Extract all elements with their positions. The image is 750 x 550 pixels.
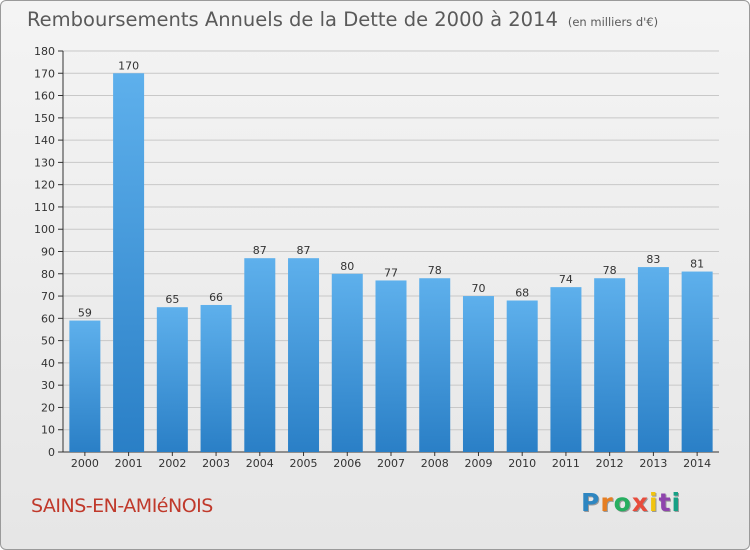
x-tick-label-2003: 2003 [202, 457, 230, 470]
y-tick-label-60: 60 [41, 312, 55, 325]
data-label-2011: 74 [559, 273, 573, 286]
x-tick-label-2011: 2011 [552, 457, 580, 470]
x-tick-label-2005: 2005 [290, 457, 318, 470]
data-label-2002: 65 [165, 293, 179, 306]
y-tick-label-140: 140 [34, 134, 55, 147]
x-tick-label-2010: 2010 [508, 457, 536, 470]
x-tick-label-2007: 2007 [377, 457, 405, 470]
proxiti-logo: Proxiti [581, 488, 681, 517]
y-tick-label-90: 90 [41, 246, 55, 259]
bar-2009 [462, 296, 494, 452]
bar-2008 [419, 278, 451, 452]
logo-letter: x [631, 488, 649, 517]
y-tick-label-10: 10 [41, 424, 55, 437]
y-tick-label-40: 40 [41, 357, 55, 370]
logo-letter: i [649, 488, 659, 517]
y-tick-label-120: 120 [34, 179, 55, 192]
y-tick-label-30: 30 [41, 379, 55, 392]
x-tick-label-2014: 2014 [683, 457, 711, 470]
data-label-2006: 80 [340, 260, 354, 273]
bar-2005 [288, 258, 320, 452]
y-tick-label-160: 160 [34, 90, 55, 103]
place-name: SAINS-EN-AMIéNOIS [31, 495, 213, 517]
data-label-2001: 170 [118, 59, 139, 72]
y-tick-label-70: 70 [41, 290, 55, 303]
data-label-2004: 87 [253, 244, 267, 257]
bar-2001 [113, 73, 145, 453]
bar-2000 [69, 320, 101, 452]
logo-letter: r [600, 488, 614, 517]
y-tick-label-50: 50 [41, 335, 55, 348]
logo-letter: t [658, 488, 672, 517]
chart-title: Remboursements Annuels de la Dette de 20… [27, 8, 658, 31]
y-tick-label-130: 130 [34, 156, 55, 169]
x-tick-label-2000: 2000 [71, 457, 99, 470]
x-tick-label-2004: 2004 [246, 457, 274, 470]
data-label-2013: 83 [646, 253, 660, 266]
y-tick-label-180: 180 [34, 45, 55, 58]
data-label-2012: 78 [603, 264, 617, 277]
y-tick-label-0: 0 [48, 446, 55, 459]
bar-2014 [681, 271, 713, 452]
x-tick-label-2002: 2002 [158, 457, 186, 470]
y-tick-label-110: 110 [34, 201, 55, 214]
logo-letter: P [581, 488, 601, 517]
logo-letter: o [613, 488, 632, 517]
x-tick-label-2001: 2001 [115, 457, 143, 470]
data-label-2010: 68 [515, 287, 529, 300]
bar-2013 [637, 267, 669, 452]
x-tick-label-2009: 2009 [464, 457, 492, 470]
data-label-2008: 78 [428, 264, 442, 277]
y-tick-label-170: 170 [34, 67, 55, 80]
chart-title-text: Remboursements Annuels de la Dette de 20… [27, 8, 558, 31]
data-label-2003: 66 [209, 291, 223, 304]
x-tick-label-2008: 2008 [421, 457, 449, 470]
data-label-2007: 77 [384, 266, 398, 279]
data-label-2005: 87 [297, 244, 311, 257]
bar-2004 [244, 258, 276, 452]
logo-letter: i [671, 488, 682, 517]
bar-2011 [550, 287, 582, 452]
y-axis-ticks: 0 10 20 30 40 50 60 70 80 90 100 110 120 130 140 150 160… [34, 45, 63, 459]
x-tick-label-2012: 2012 [596, 457, 624, 470]
y-tick-label-150: 150 [34, 112, 55, 125]
x-axis-labels: 2000 2001 2002 2003 2004 2005 2006 2007 2008 2009… [71, 452, 711, 470]
y-tick-label-80: 80 [41, 268, 55, 281]
data-label-2000: 59 [78, 307, 92, 320]
bars: 59 170 65 66 87 87 80 77 78 70 68 74 78 83 81 [69, 59, 713, 453]
bar-2003 [200, 304, 232, 452]
x-tick-label-2006: 2006 [333, 457, 361, 470]
bar-2006 [331, 273, 363, 452]
chart-unit: (en milliers d'€) [567, 15, 659, 29]
x-tick-label-2013: 2013 [639, 457, 667, 470]
data-label-2014: 81 [690, 258, 704, 271]
y-tick-label-100: 100 [34, 223, 55, 236]
bar-2002 [156, 307, 188, 452]
y-tick-label-20: 20 [41, 401, 55, 414]
data-label-2009: 70 [471, 282, 485, 295]
bar-2010 [506, 300, 538, 452]
bar-2007 [375, 280, 407, 452]
bar-2012 [594, 278, 626, 452]
